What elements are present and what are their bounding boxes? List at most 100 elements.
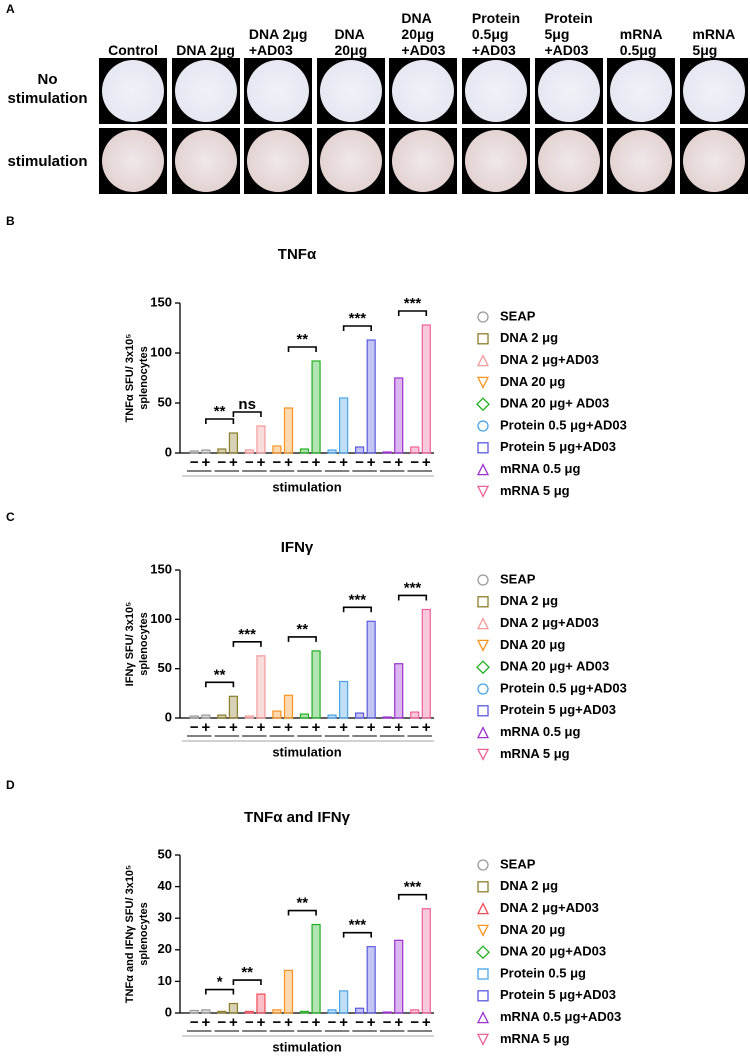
legend-label: Protein 5 μg+AD03	[500, 439, 616, 454]
bar	[339, 680, 349, 719]
x-tick-label: +	[284, 454, 293, 471]
row-header: stimulation	[7, 153, 88, 170]
legend-marker	[476, 463, 490, 476]
legend-label: mRNA 5 μg	[500, 483, 570, 498]
significance-bracket	[397, 893, 428, 900]
y-tick-label: 30	[158, 910, 172, 925]
x-tick-label: +	[201, 719, 210, 736]
significance-bracket	[205, 988, 235, 995]
x-tick-label: +	[422, 454, 431, 471]
legend-label: mRNA 0.5 μg+AD03	[500, 1009, 621, 1024]
bar	[355, 712, 365, 719]
x-tick-label: −	[410, 454, 419, 471]
x-tick-label: −	[328, 719, 337, 736]
bar	[410, 446, 420, 454]
legend-marker	[477, 968, 489, 980]
bar	[299, 713, 310, 719]
legend-label: mRNA 0.5 μg	[500, 724, 580, 739]
x-tick-label: +	[257, 719, 266, 736]
x-tick-label: −	[273, 1014, 282, 1031]
column-header: mRNA 0.5μg	[619, 26, 663, 58]
legend-label: mRNA 5 μg	[500, 746, 570, 761]
significance-bracket	[397, 594, 428, 601]
legend-label: DNA 2 μg	[500, 878, 558, 893]
chart-title: TNFα	[278, 246, 317, 263]
column-header: Protein 5μg +AD03	[544, 10, 593, 58]
panel-a: A Control DNA 2μg DNA 2μg +AD03 DNA 20μg DNA…	[0, 0, 750, 210]
bar	[394, 377, 404, 454]
panel-label: C	[6, 510, 15, 524]
bar	[272, 1009, 282, 1014]
column-header: DNA 20μg +AD03	[401, 10, 446, 58]
y-tick-label: 50	[158, 394, 172, 409]
legend-label: SEAP	[500, 571, 536, 586]
panel-label: B	[6, 214, 15, 228]
legend-marker	[476, 376, 490, 389]
bar	[410, 711, 420, 719]
legend-marker	[477, 442, 489, 454]
x-tick-label: −	[300, 454, 309, 471]
y-axis-label: TNFα and IFNγ SFU/ 3x10⁵	[124, 865, 136, 1003]
bar	[311, 923, 321, 1014]
x-tick-label: −	[300, 1014, 309, 1031]
legend-label: Protein 0.5 μg+AD03	[500, 417, 627, 432]
x-tick-label: −	[190, 454, 199, 471]
well-image	[607, 58, 676, 124]
bar	[217, 714, 227, 719]
bar	[366, 339, 376, 454]
x-tick-label: −	[300, 719, 309, 736]
y-axis-label: IFNγ SFU/ 3x10⁵	[124, 602, 136, 687]
legend-label: Protein 0.5 μg	[500, 965, 586, 980]
well-image	[607, 128, 676, 194]
x-tick-label: +	[394, 1014, 403, 1031]
bar	[201, 449, 211, 454]
x-tick-label: +	[284, 719, 293, 736]
x-tick-label: +	[257, 1014, 266, 1031]
bar	[382, 451, 392, 454]
legend-marker	[477, 574, 489, 586]
bar	[244, 1010, 254, 1014]
legend-label: DNA 20 μg+ AD03	[500, 396, 609, 411]
legend-marker	[477, 705, 489, 717]
x-tick-label: +	[229, 1014, 238, 1031]
x-tick-label: −	[410, 1014, 419, 1031]
bar	[339, 397, 349, 454]
bar	[228, 432, 238, 454]
y-tick-label: 40	[158, 878, 172, 893]
legend-marker	[476, 726, 490, 739]
legend-marker	[476, 660, 490, 675]
y-axis-label: TNFα SFU/ 3x10⁵	[124, 334, 136, 423]
bar	[299, 448, 310, 454]
legend-label: mRNA 5 μg	[500, 1031, 570, 1046]
legend-label: DNA 2 μg	[500, 593, 558, 608]
y-tick-label: 50	[158, 660, 172, 675]
column-header: Protein 0.5μg +AD03	[471, 10, 521, 58]
panel-label: A	[6, 2, 15, 16]
significance-label: ns	[238, 396, 256, 413]
significance-bracket	[287, 909, 317, 916]
well-image	[99, 128, 167, 194]
bar	[189, 1009, 199, 1014]
well-image	[244, 128, 313, 194]
x-tick-label: −	[410, 719, 419, 736]
x-tick-label: +	[312, 454, 321, 471]
bar	[366, 620, 376, 719]
x-tick-label: −	[217, 1014, 226, 1031]
significance-label: ***	[349, 591, 367, 608]
chart-title: IFNγ	[281, 539, 314, 556]
bar	[366, 946, 376, 1014]
bar	[283, 694, 294, 719]
x-tick-label: +	[422, 1014, 431, 1031]
legend-label: DNA 20 μg	[500, 922, 565, 937]
legend-label: SEAP	[500, 856, 536, 871]
well-image	[389, 58, 458, 124]
bar	[272, 445, 282, 454]
well-image	[99, 58, 167, 124]
x-axis-label: stimulation	[272, 744, 341, 759]
bar	[327, 1009, 337, 1014]
x-tick-label: +	[339, 719, 348, 736]
well-image	[462, 58, 530, 124]
significance-bracket	[287, 346, 317, 352]
bar	[410, 1009, 420, 1014]
